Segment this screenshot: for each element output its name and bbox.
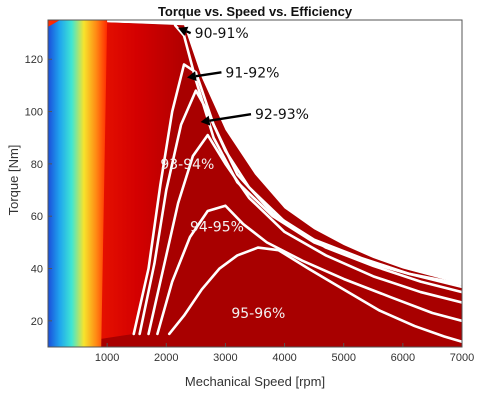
plot-area xyxy=(48,20,462,347)
y-tick-label: 40 xyxy=(31,264,43,276)
chart-title: Torque vs. Speed vs. Efficiency xyxy=(158,4,353,19)
annotation-arrow-head xyxy=(200,115,211,126)
contour-94-95pct xyxy=(156,204,462,336)
annotation-arrow-head xyxy=(186,71,197,82)
annotation-label: 90-91% xyxy=(195,26,249,42)
annotation-arrow-shaft xyxy=(185,30,192,35)
x-tick-label: 2000 xyxy=(154,352,178,364)
x-tick-label: 3000 xyxy=(213,352,237,364)
contour-92-93pct xyxy=(138,89,462,336)
x-tick-label: 5000 xyxy=(331,352,355,364)
y-tick-label: 120 xyxy=(25,54,43,66)
y-axis-label: Torque [Nm] xyxy=(6,145,21,216)
annotation-label: 94-95% xyxy=(190,220,244,236)
annotation-label: 95-96% xyxy=(231,306,285,322)
x-axis-label: Mechanical Speed [rpm] xyxy=(185,374,325,389)
y-tick-label: 20 xyxy=(31,316,43,328)
efficiency-low-speed-band xyxy=(48,20,108,347)
annotation-label: 91-92% xyxy=(225,65,279,81)
y-tick-label: 80 xyxy=(31,159,43,171)
annotations: 90-91% 91-92% 92-93% 93-94% 94-95% 95-96% xyxy=(160,26,309,322)
annotation-arrow-shaft xyxy=(195,71,222,78)
x-tick-label: 7000 xyxy=(450,352,474,364)
contour-95-96pct xyxy=(167,246,462,344)
x-tick-label: 1000 xyxy=(95,352,119,364)
efficiency-contours xyxy=(132,23,462,344)
annotation-arrow-head xyxy=(178,26,189,36)
annotation-label: 93-94% xyxy=(160,157,214,173)
y-tick-label: 100 xyxy=(25,107,43,119)
annotation-label: 92-93% xyxy=(255,107,309,123)
x-tick-label: 4000 xyxy=(272,352,296,364)
y-tick-label: 60 xyxy=(31,211,43,223)
x-tick-label: 6000 xyxy=(391,352,415,364)
annotation-arrow-shaft xyxy=(209,112,252,122)
plot-frame xyxy=(47,19,463,348)
y-axis-ticks: 20 40 60 80 100 120 xyxy=(25,54,52,328)
x-axis-ticks: 1000 2000 3000 4000 5000 6000 7000 xyxy=(95,343,474,364)
contour-93-94pct xyxy=(147,133,462,336)
